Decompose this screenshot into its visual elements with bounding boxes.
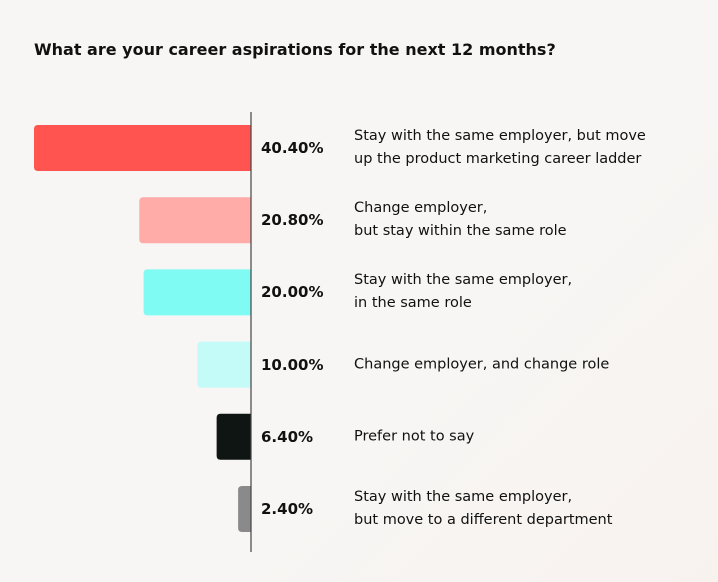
bar bbox=[197, 341, 251, 388]
value-label: 10.00% bbox=[261, 355, 324, 374]
value-label: 20.80% bbox=[261, 211, 324, 230]
category-label: Change employer, but stay within the sam… bbox=[354, 200, 567, 240]
category-label: Change employer, and change role bbox=[354, 356, 610, 373]
bar bbox=[216, 413, 251, 460]
bar bbox=[143, 269, 251, 316]
category-label: Stay with the same employer, in the same… bbox=[354, 272, 573, 312]
chart-title: What are your career aspirations for the… bbox=[34, 40, 556, 59]
value-label: 6.40% bbox=[261, 427, 314, 446]
bar bbox=[139, 197, 251, 244]
category-label: Stay with the same employer, but move up… bbox=[354, 128, 646, 167]
value-label: 40.40% bbox=[261, 139, 324, 157]
category-label: Prefer not to say bbox=[354, 428, 475, 445]
bar bbox=[34, 125, 251, 171]
bar bbox=[238, 486, 251, 532]
category-label: Stay with the same employer, but move to… bbox=[354, 489, 613, 528]
value-label: 20.00% bbox=[261, 283, 324, 302]
value-label: 2.40% bbox=[261, 500, 314, 518]
